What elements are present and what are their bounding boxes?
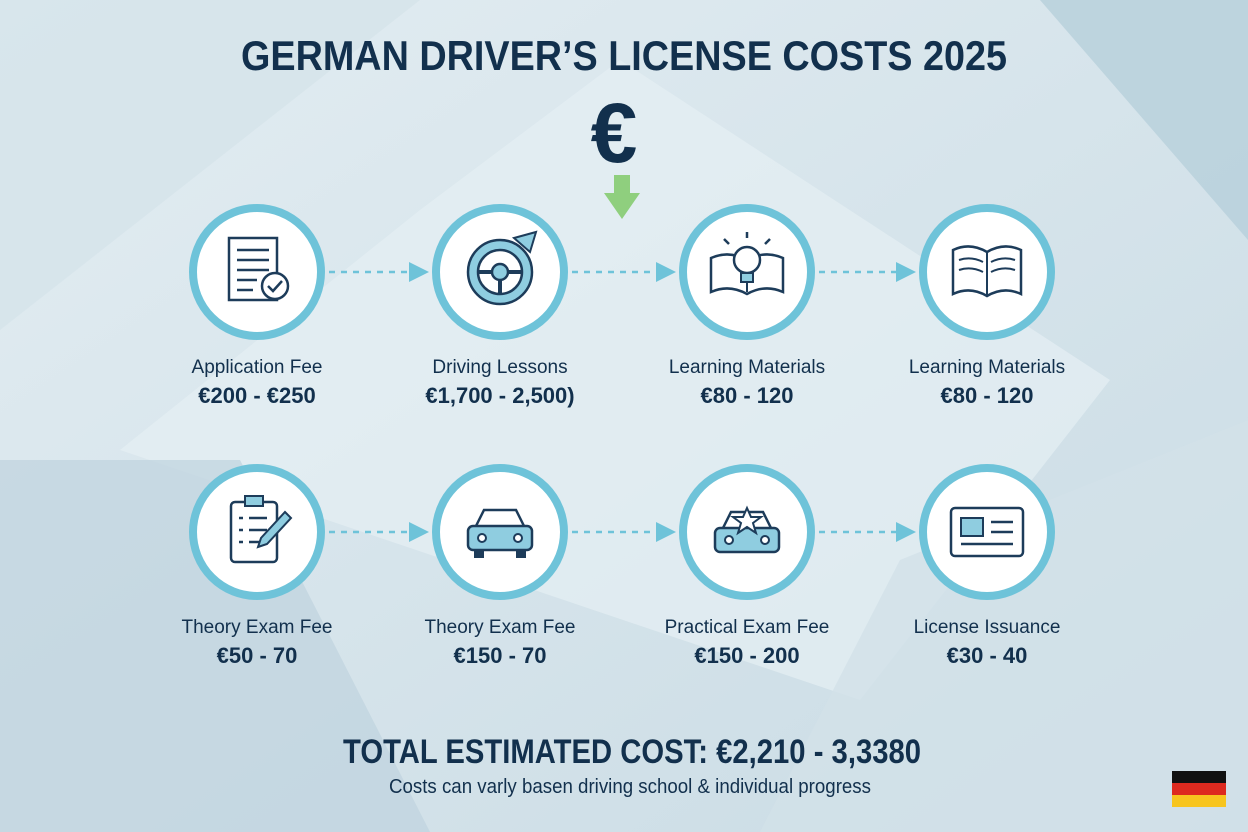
title: GERMAN DRIVER’S LICENSE COSTS 2025 xyxy=(241,32,1007,79)
bg-shape xyxy=(760,420,1248,832)
step-cost: €150 - 200 xyxy=(694,643,799,668)
step-cost: €30 - 40 xyxy=(947,643,1028,668)
step-label: Learning Materials xyxy=(909,357,1065,378)
total-cost: TOTAL ESTIMATED COST: €2,210 - 3,3380 xyxy=(343,733,921,771)
step-label: Driving Lessons xyxy=(432,357,567,378)
step-cost: €150 - 70 xyxy=(454,643,547,668)
step-cost: €200 - €250 xyxy=(198,383,315,408)
step-label: Theory Exam Fee xyxy=(182,617,333,638)
step: License Issuance €30 - 40 xyxy=(914,464,1061,668)
step-label: License Issuance xyxy=(914,617,1061,638)
step: Driving Lessons €1,700 - 2,500) xyxy=(425,204,575,408)
step-label: Learning Materials xyxy=(669,357,825,378)
step-label: Practical Exam Fee xyxy=(665,617,830,638)
bg-shape xyxy=(120,60,1110,700)
step-icon xyxy=(229,495,293,564)
step: Theory Exam Fee €50 - 70 xyxy=(182,464,333,668)
steps: Application Fee €200 - €250 Driving Lesso… xyxy=(182,204,1065,668)
step-icon xyxy=(466,508,534,558)
step-cost: €50 - 70 xyxy=(217,643,298,668)
bg-shape xyxy=(1040,0,1248,240)
step-icon xyxy=(227,236,290,302)
down-arrow xyxy=(604,175,640,219)
euro-symbol: € xyxy=(591,86,638,180)
step-icon xyxy=(951,245,1023,298)
bg-shape xyxy=(0,460,430,832)
step-label: Theory Exam Fee xyxy=(425,617,576,638)
step-cost: €1,700 - 2,500) xyxy=(425,383,574,408)
step: Theory Exam Fee €150 - 70 xyxy=(425,464,576,668)
bg-shape xyxy=(0,0,420,330)
step-icon xyxy=(713,505,781,554)
note: Costs can varly basen driving school & i… xyxy=(389,776,871,798)
step: Practical Exam Fee €150 - 200 xyxy=(665,464,830,668)
step-icon xyxy=(466,230,538,306)
step: Learning Materials €80 - 120 xyxy=(669,204,825,408)
step: Application Fee €200 - €250 xyxy=(189,204,325,408)
step-cost: €80 - 120 xyxy=(701,383,794,408)
step-cost: €80 - 120 xyxy=(941,383,1034,408)
step-icon xyxy=(949,506,1025,558)
german-flag xyxy=(1172,771,1226,807)
step: Learning Materials €80 - 120 xyxy=(909,204,1065,408)
step-icon xyxy=(709,232,785,296)
step-label: Application Fee xyxy=(192,357,323,378)
